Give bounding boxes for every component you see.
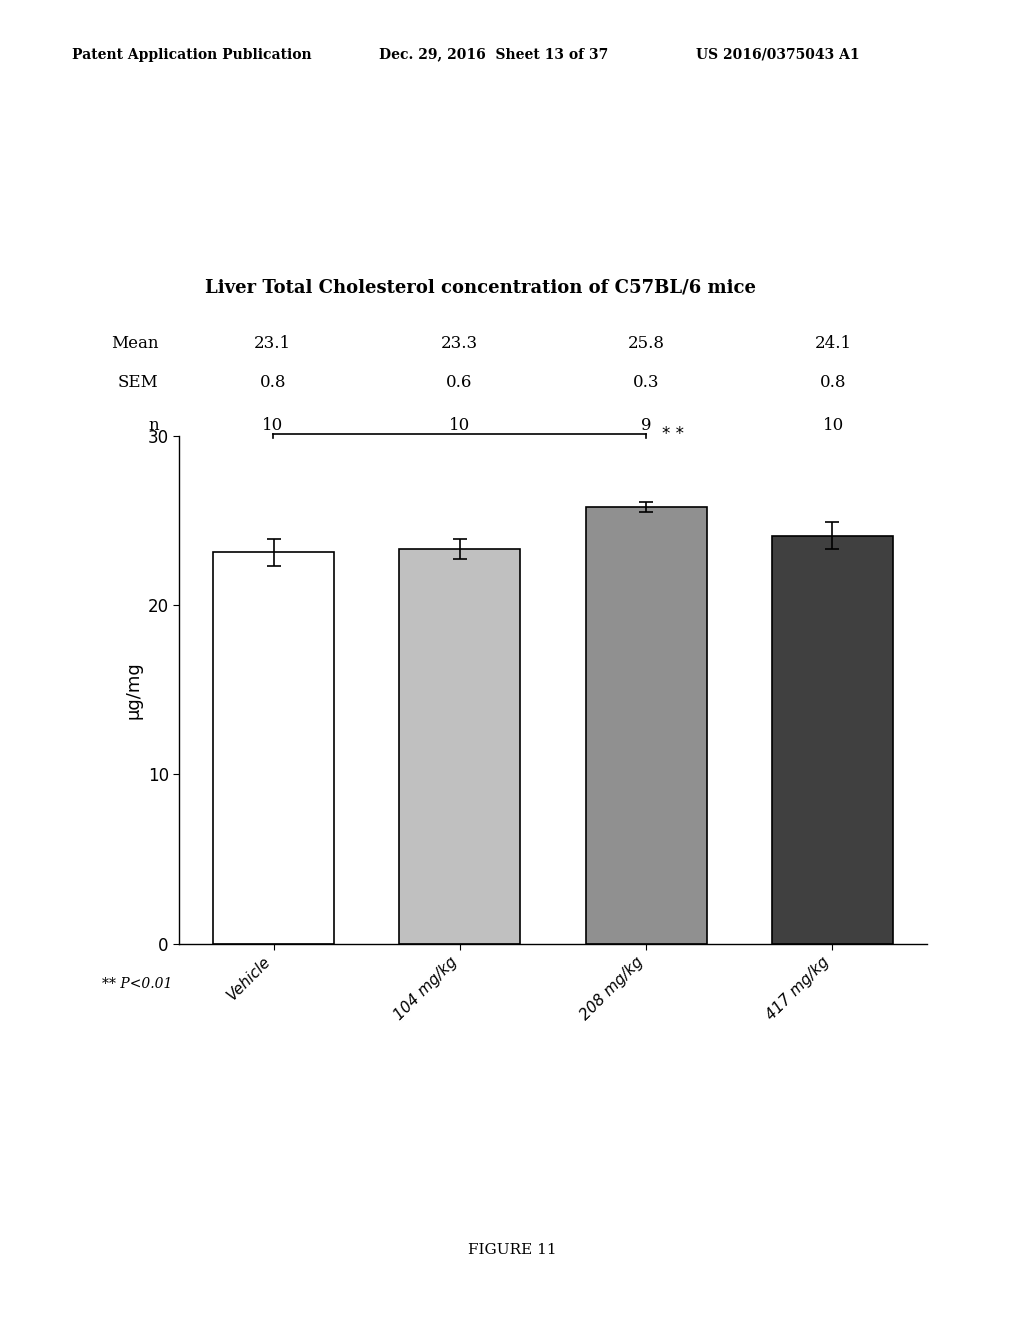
Text: 25.8: 25.8: [628, 335, 665, 351]
Text: 23.3: 23.3: [441, 335, 478, 351]
Bar: [399, 549, 520, 944]
Text: Liver Total Cholesterol concentration of C57BL/6 mice: Liver Total Cholesterol concentration of…: [205, 279, 756, 297]
Text: 9: 9: [641, 417, 651, 433]
Text: FIGURE 11: FIGURE 11: [468, 1242, 556, 1257]
Bar: [772, 536, 893, 944]
Text: 23.1: 23.1: [254, 335, 291, 351]
Bar: [586, 507, 707, 944]
Text: SEM: SEM: [118, 375, 159, 391]
Text: Patent Application Publication: Patent Application Publication: [72, 48, 311, 62]
Text: 0.6: 0.6: [446, 375, 473, 391]
Text: US 2016/0375043 A1: US 2016/0375043 A1: [696, 48, 860, 62]
Text: 0.8: 0.8: [820, 375, 847, 391]
Y-axis label: µg/mg: µg/mg: [124, 661, 142, 718]
Text: n: n: [148, 417, 159, 433]
Text: Dec. 29, 2016  Sheet 13 of 37: Dec. 29, 2016 Sheet 13 of 37: [379, 48, 608, 62]
Text: 0.8: 0.8: [259, 375, 286, 391]
Text: 10: 10: [449, 417, 470, 433]
Text: 10: 10: [262, 417, 284, 433]
Text: 0.3: 0.3: [633, 375, 659, 391]
Text: Mean: Mean: [112, 335, 159, 351]
Text: ** P<0.01: ** P<0.01: [102, 977, 173, 991]
Text: 24.1: 24.1: [815, 335, 852, 351]
Text: * *: * *: [662, 425, 684, 444]
Text: 10: 10: [822, 417, 844, 433]
Bar: [213, 553, 334, 944]
